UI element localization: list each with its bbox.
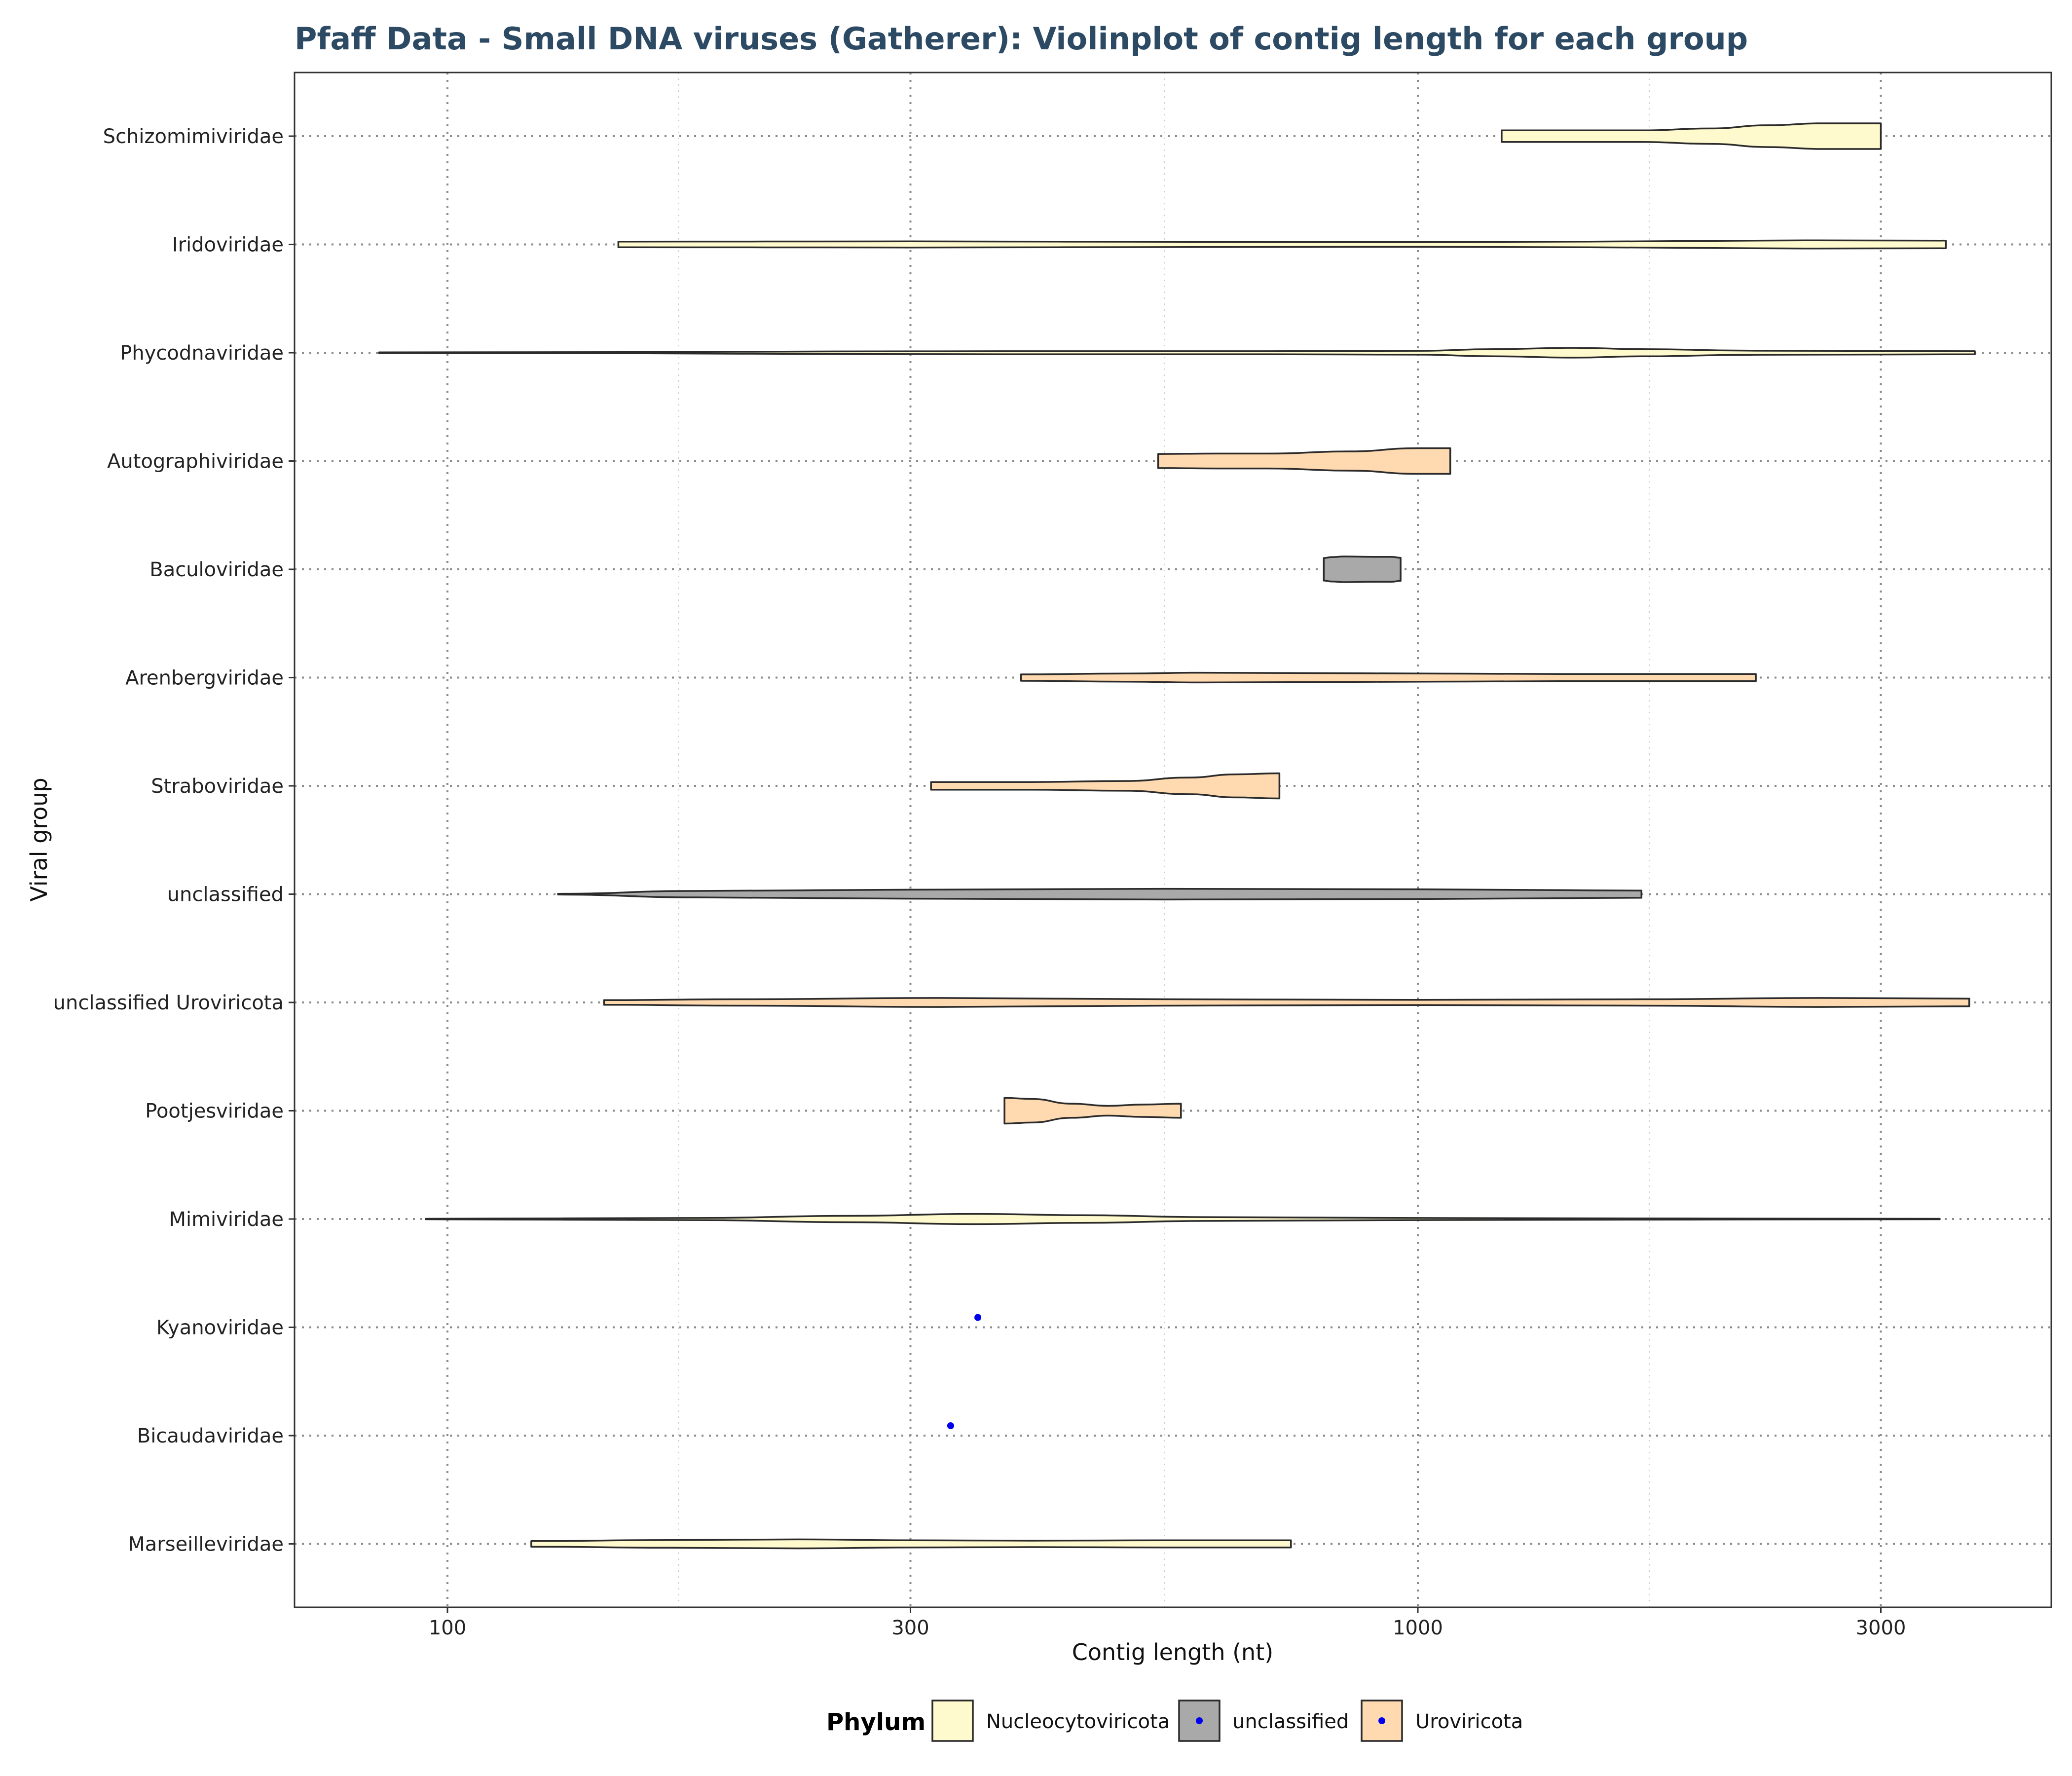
- y-axis-title: Viral group: [26, 777, 52, 901]
- y-tick-label: Kyanoviridae: [156, 1317, 284, 1339]
- y-tick-label: Marseilleviridae: [128, 1533, 284, 1556]
- legend-label-nucleocytoviricota: Nucleocytoviricota: [986, 1710, 1170, 1733]
- violin-phycodnaviridae: [378, 347, 1976, 359]
- legend-label-unclassified: unclassified: [1232, 1710, 1349, 1733]
- y-tick-label: Pootjesviridae: [145, 1100, 284, 1123]
- violin-pootjesviridae: [1003, 1097, 1182, 1125]
- y-tick-label: Arenbergviridae: [125, 667, 284, 690]
- y-tick-label: Schizomimiviridae: [103, 125, 284, 148]
- y-tick-label: Bicaudaviridae: [137, 1425, 284, 1447]
- y-tick-label: unclassified Uroviricota: [53, 992, 284, 1014]
- violin-mimiviridae: [425, 1213, 1941, 1225]
- violin-schizomimiviridae: [1501, 122, 1882, 150]
- y-tick-label: Autographiviridae: [107, 450, 284, 473]
- y-tick-label: Straboviridae: [151, 775, 284, 798]
- outlier-point-kyanoviridae: [974, 1314, 982, 1321]
- y-tick-label: Iridoviridae: [172, 234, 284, 257]
- x-tick-label: 100: [429, 1617, 466, 1639]
- violin-unclassified-uroviricota: [603, 997, 1970, 1008]
- x-axis-title: Contig length (nt): [1072, 1639, 1273, 1665]
- y-tick-label: Phycodnaviridae: [120, 342, 284, 365]
- y-tick-label: Mimiviridae: [169, 1208, 284, 1231]
- x-tick-label: 300: [891, 1617, 929, 1639]
- violin-straboviridae: [930, 772, 1281, 800]
- outlier-point-bicaudaviridae: [947, 1422, 954, 1429]
- x-tick-label: 1000: [1393, 1617, 1443, 1639]
- legend-dot-unclassified: [1196, 1717, 1203, 1724]
- violin-layer: [378, 122, 1976, 1550]
- violin-unclassified: [557, 888, 1643, 901]
- y-axis-ticks: Schizomimiviridae Iridoviridae Phycodnavir…: [53, 125, 295, 1556]
- x-axis-ticks: 100 300 1000 3000: [429, 1607, 1906, 1639]
- legend-label-uroviricota: Uroviricota: [1415, 1710, 1523, 1733]
- legend-title: Phylum: [826, 1708, 925, 1736]
- legend: Phylum Nucleocytoviricota unclassified Uro…: [826, 1700, 1523, 1742]
- legend-key-nucleocytoviricota: [931, 1700, 974, 1742]
- plot-panel-border: [294, 72, 2052, 1608]
- y-tick-label: Baculoviridae: [149, 558, 284, 581]
- grid-layer: [295, 73, 2051, 1607]
- violin-autographiviridae: [1157, 447, 1451, 475]
- violin-marseilleviridae: [530, 1538, 1292, 1550]
- legend-dot-uroviricota: [1378, 1717, 1385, 1724]
- violin-arenbergviridae: [1020, 671, 1757, 684]
- y-tick-label: unclassified: [167, 884, 284, 906]
- x-tick-label: 3000: [1856, 1617, 1906, 1639]
- violin-baculoviridae: [1323, 555, 1402, 583]
- violin-iridoviridae: [617, 239, 1947, 250]
- chart-title: Pfaff Data - Small DNA viruses (Gatherer…: [295, 21, 1748, 57]
